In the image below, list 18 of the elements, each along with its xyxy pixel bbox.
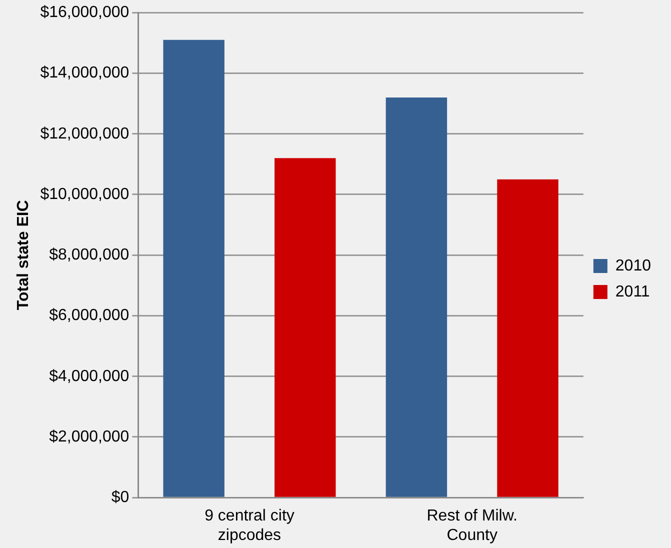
y-tick-label: $16,000,000 bbox=[40, 4, 130, 22]
y-tick-label: $14,000,000 bbox=[40, 64, 130, 82]
bar bbox=[163, 40, 224, 497]
x-tick-label: 9 central city zipcodes bbox=[204, 508, 294, 544]
x-tick-label: Rest of Milw. County bbox=[426, 508, 518, 544]
bar bbox=[497, 179, 558, 497]
y-tick-label: $10,000,000 bbox=[40, 186, 130, 203]
y-tick-label: $4,000,000 bbox=[49, 368, 130, 385]
y-tick-label: $6,000,000 bbox=[49, 307, 130, 324]
bar bbox=[386, 97, 448, 497]
legend-label: 2011 bbox=[615, 283, 650, 300]
y-tick-label: $12,000,000 bbox=[40, 125, 130, 142]
legend-label: 2010 bbox=[615, 257, 652, 274]
y-tick-label: $0 bbox=[111, 489, 130, 506]
y-tick-label: $8,000,000 bbox=[49, 246, 130, 264]
y-tick-label: $2,000,000 bbox=[49, 428, 130, 446]
y-axis-title: Total state EIC bbox=[15, 200, 32, 310]
bar bbox=[274, 158, 336, 497]
